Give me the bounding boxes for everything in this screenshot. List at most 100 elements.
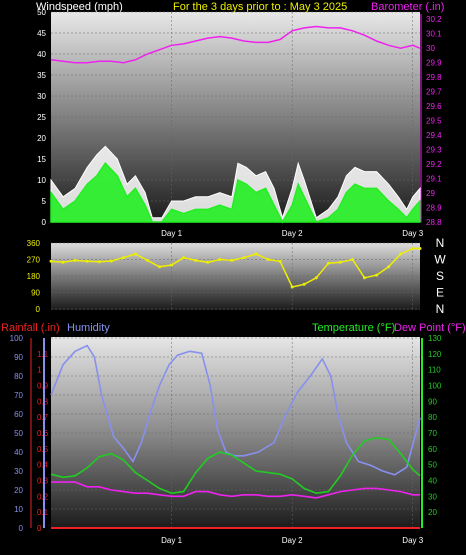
direction-point [97, 260, 101, 264]
climate-day-label: Day 1 [161, 536, 182, 545]
direction-point [375, 273, 379, 277]
chart-title: For the 3 days prior to : May 3 2025 [173, 1, 347, 13]
direction-point [278, 259, 282, 263]
temperature-series-line [50, 436, 421, 495]
temperature-tick-label: 90 [428, 397, 437, 406]
direction-point [194, 258, 198, 262]
direction-point [314, 276, 318, 280]
humidity-series-line [50, 344, 421, 476]
humidity-tick-label: 30 [14, 467, 23, 476]
barometer-series-line [50, 25, 421, 64]
temperature-tick-label: 130 [428, 334, 442, 343]
direction-point [302, 282, 306, 286]
barometer-tick-label: 29.2 [426, 160, 442, 169]
barometer-tick-label: 30.2 [426, 15, 442, 24]
barometer-tick-label: 29.1 [426, 175, 442, 184]
direction-point [158, 265, 161, 269]
temperature-tick-label: 60 [428, 445, 437, 454]
rain-tick-label: 1.1 [37, 350, 49, 359]
wind-tick-label: 10 [37, 176, 46, 185]
wind-tick-label: 5 [42, 197, 47, 206]
wind-tick-label: 30 [37, 92, 46, 101]
direction-point [61, 260, 65, 264]
temperature-tick-label: 50 [428, 461, 437, 470]
wind-tick-label: 25 [37, 113, 46, 122]
direction-point [146, 258, 149, 262]
direction-point [254, 252, 258, 256]
direction-point [170, 263, 174, 267]
rain-tick-label: 0.7 [37, 413, 49, 422]
temperature-axis-label: Temperature (°F) [312, 322, 395, 334]
compass-letter: E [436, 286, 444, 300]
barometer-axis-label: Barometer (.in) [371, 1, 444, 13]
climate-day-label: Day 2 [282, 536, 303, 545]
direction-tick-label: 0 [36, 305, 41, 314]
direction-point [351, 258, 354, 261]
barometer-tick-label: 29.6 [426, 102, 442, 111]
direction-point [290, 285, 294, 289]
direction-point [387, 265, 391, 269]
day-tick-label: Day 2 [282, 229, 303, 238]
direction-point [399, 252, 403, 256]
humidity-tick-label: 70 [14, 391, 23, 400]
direction-tick-label: 360 [27, 239, 41, 248]
temperature-tick-label: 100 [428, 382, 442, 391]
direction-point [418, 247, 422, 250]
wind-tick-label: 20 [37, 134, 46, 143]
rain-tick-label: 0.1 [37, 508, 49, 517]
wind-axis-label: Windspeed (mph) [36, 1, 123, 13]
rain-tick-label: 0.3 [37, 477, 49, 486]
barometer-tick-label: 29.9 [426, 59, 442, 68]
humidity-tick-label: 0 [19, 524, 24, 533]
compass-letter: N [436, 236, 445, 250]
direction-point [218, 258, 222, 261]
humidity-axis-label: Humidity [67, 322, 110, 334]
wind-tick-label: 50 [37, 8, 46, 17]
rain-tick-label: 0.6 [37, 429, 49, 438]
direction-point [49, 259, 53, 263]
barometer-tick-label: 29.7 [426, 88, 442, 97]
direction-panel: 0 90 180 270 360 [27, 239, 422, 314]
direction-panel-bg [51, 243, 420, 310]
wind-tick-label: 40 [37, 50, 46, 59]
wind-tick-label: 45 [37, 29, 46, 38]
dewpoint-series-line [51, 481, 420, 499]
temperature-tick-label: 120 [428, 350, 442, 359]
direction-series-line [50, 247, 420, 288]
windspeed-series-area [50, 162, 421, 224]
direction-point [230, 258, 234, 262]
barometer-tick-label: 30 [426, 44, 435, 53]
direction-point [133, 252, 137, 256]
barometer-tick-label: 29 [426, 189, 435, 198]
direction-point [121, 256, 125, 260]
rain-tick-label: 0 [37, 524, 42, 533]
rain-tick-label: 0.4 [37, 461, 49, 470]
humidity-tick-label: 100 [10, 334, 24, 343]
compass-letter: N [436, 302, 445, 316]
humidity-tick-label: 80 [14, 372, 23, 381]
direction-point [182, 256, 186, 260]
humidity-tick-label: 20 [14, 486, 23, 495]
direction-point [73, 258, 77, 262]
day-tick-label: Day 1 [161, 229, 182, 238]
barometer-tick-label: 30.1 [426, 30, 442, 39]
direction-point [85, 259, 89, 263]
temperature-tick-label: 80 [428, 413, 437, 422]
barometer-tick-label: 29.8 [426, 73, 442, 82]
direction-point [266, 258, 270, 261]
wind-panel: 0 5 10 15 20 25 30 35 40 45 50 28.8 28.9 29 29.1 29.2 29… [37, 8, 442, 238]
direction-tick-label: 90 [31, 289, 40, 298]
barometer-tick-label: 28.8 [426, 218, 442, 227]
rain-tick-label: 0.9 [37, 382, 49, 391]
direction-point [411, 247, 415, 250]
climate-panel: 0 10 20 30 40 50 60 70 80 90 100 0 0.1 0.2 0.3 0.4 0.5 0.… [10, 334, 442, 545]
rain-tick-label: 0.8 [37, 397, 49, 406]
day-tick-label: Day 3 [402, 229, 423, 238]
direction-point [326, 261, 330, 265]
temperature-tick-label: 70 [428, 429, 437, 438]
direction-point [363, 276, 366, 280]
direction-tick-label: 180 [27, 272, 41, 281]
rain-tick-label: 0.2 [37, 492, 49, 501]
wind-tick-label: 35 [37, 71, 46, 80]
